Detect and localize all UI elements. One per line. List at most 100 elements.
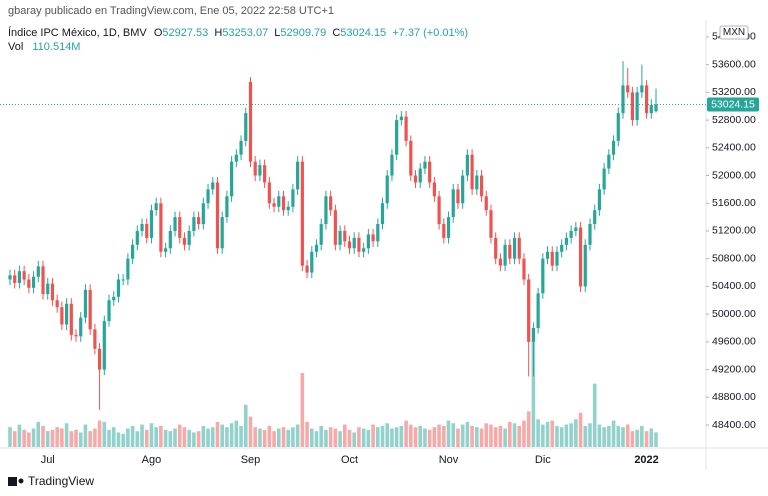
candle-body xyxy=(36,266,40,277)
candle-body xyxy=(385,175,389,204)
candle-body xyxy=(560,244,564,252)
publisher-header: gbaray publicado en TradingView.com, Ene… xyxy=(8,5,334,17)
volume-bar xyxy=(262,429,267,447)
volume-bar xyxy=(229,423,234,447)
volume-bar xyxy=(111,427,116,447)
volume-bar xyxy=(451,423,456,447)
volume-bar xyxy=(621,427,625,447)
volume-bar xyxy=(305,421,309,447)
volume-bar xyxy=(475,427,479,447)
volume-bar xyxy=(625,424,630,447)
volume-bar xyxy=(243,404,248,447)
candle-body xyxy=(116,279,121,297)
candle-body xyxy=(343,230,347,242)
candle-body xyxy=(305,265,309,273)
volume-bar xyxy=(88,431,92,447)
candle-body xyxy=(107,300,111,322)
candle-body xyxy=(583,244,587,287)
footer-brand[interactable]: TradingView xyxy=(28,474,94,488)
candle-body xyxy=(409,140,413,176)
volume-bar xyxy=(385,423,390,447)
candle-body xyxy=(451,189,455,218)
candle-body xyxy=(569,230,573,238)
volume-bar xyxy=(649,428,654,447)
volume-bar xyxy=(220,424,224,447)
volume-bar xyxy=(508,421,512,447)
candle-body xyxy=(178,217,182,238)
volume-bar xyxy=(456,428,460,447)
candle-body xyxy=(442,224,446,238)
volume-bar xyxy=(328,427,333,447)
candle-body xyxy=(286,206,290,211)
volume-bar xyxy=(74,429,78,447)
volume-bar xyxy=(371,424,375,447)
volume-bar xyxy=(45,431,50,447)
volume-bar xyxy=(399,425,404,447)
volume-bar xyxy=(607,425,611,447)
volume-bar xyxy=(361,428,366,447)
volume-bar xyxy=(83,424,88,447)
volume-bar xyxy=(442,425,446,447)
candle-body xyxy=(371,234,375,242)
candle-body xyxy=(479,175,484,197)
candle-body xyxy=(503,244,507,266)
volume-bar xyxy=(215,421,220,447)
candle-body xyxy=(423,161,427,169)
volume-bar xyxy=(338,431,342,447)
candle-body xyxy=(201,203,205,225)
volume-bar xyxy=(239,425,243,447)
candle-body xyxy=(649,105,653,114)
y-tick-label: 53200.00 xyxy=(712,86,756,98)
volume-bar xyxy=(597,424,602,447)
candle-body xyxy=(230,161,234,197)
candle-body xyxy=(145,224,149,238)
volume-bar xyxy=(375,427,380,447)
candle-body xyxy=(182,237,187,245)
candle-body xyxy=(446,217,451,238)
volume-bar xyxy=(366,429,371,447)
volume-bar xyxy=(291,427,295,447)
volume-bar xyxy=(644,431,649,447)
candle-body xyxy=(347,241,352,249)
volume-bar xyxy=(470,425,474,447)
volume-bar xyxy=(578,412,583,447)
volume-bar xyxy=(192,432,196,447)
volume-bar xyxy=(541,424,545,447)
volume-bar xyxy=(281,427,286,447)
volume-bar xyxy=(78,432,83,447)
volume-bar xyxy=(144,429,149,447)
candle-body xyxy=(593,210,597,225)
candle-body xyxy=(83,289,88,318)
y-tick-label: 49200.00 xyxy=(712,363,756,375)
volume-bar xyxy=(50,429,55,447)
open-value: 52927.53 xyxy=(162,27,208,39)
volume-bar xyxy=(564,424,569,447)
y-tick-label: 50800.00 xyxy=(712,252,756,264)
legend: Índice IPC México, 1D, BMV O52927.53 H53… xyxy=(8,26,468,39)
candle-body xyxy=(244,113,248,141)
volume-bar xyxy=(201,425,206,447)
candle-body xyxy=(154,203,158,211)
candle-body xyxy=(588,224,592,245)
volume-bar xyxy=(517,425,522,447)
candle-body xyxy=(281,196,286,211)
candle-body xyxy=(159,203,163,252)
candle-body xyxy=(135,230,139,245)
candle-body xyxy=(640,85,644,93)
x-tick-label: 2022 xyxy=(634,454,658,466)
volume-bar xyxy=(342,424,347,447)
candle-body xyxy=(607,154,611,169)
candle-body xyxy=(621,85,625,114)
volume-bar xyxy=(149,423,154,447)
volume-bar xyxy=(352,432,357,447)
volume-bar xyxy=(418,425,423,447)
candle-body xyxy=(267,182,271,204)
candle-body xyxy=(399,116,403,121)
volume-bar xyxy=(69,431,74,447)
low-label: L xyxy=(274,27,280,39)
candle-body xyxy=(541,258,545,294)
y-tick-label: 48800.00 xyxy=(712,391,756,403)
volume-legend: Vol 110.514M xyxy=(8,41,80,53)
candle-body xyxy=(616,113,620,141)
candle-body xyxy=(352,237,356,249)
